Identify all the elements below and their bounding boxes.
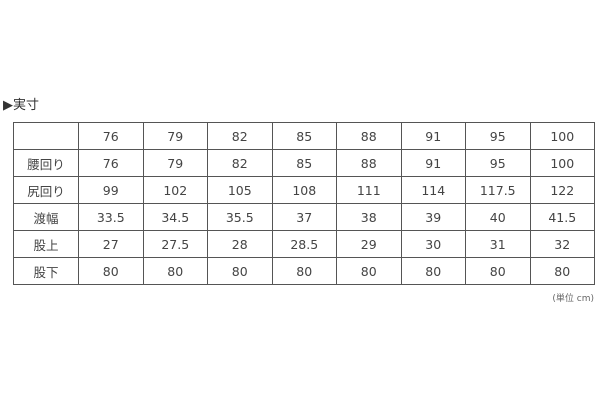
- table-row: 渡幅 33.5 34.5 35.5 37 38 39 40 41.5: [13, 203, 595, 231]
- row-label: 股下: [13, 257, 79, 285]
- table-cell: 35.5: [207, 203, 273, 231]
- table-cell: 80: [78, 257, 144, 285]
- row-label: 渡幅: [13, 203, 79, 231]
- table-cell: 122: [529, 176, 595, 204]
- row-label: [13, 122, 79, 150]
- table-cell: 82: [207, 122, 273, 150]
- table-cell: 80: [271, 257, 337, 285]
- table-cell: 30: [400, 230, 466, 258]
- table-cell: 76: [78, 122, 144, 150]
- table-cell: 85: [271, 149, 337, 177]
- table-cell: 29: [336, 230, 402, 258]
- table-cell: 34.5: [142, 203, 208, 231]
- table-row: 腰回り 76 79 82 85 88 91 95 100: [13, 149, 595, 177]
- table-cell: 80: [465, 257, 531, 285]
- table-cell: 40: [465, 203, 531, 231]
- table-cell: 37: [271, 203, 337, 231]
- table-cell: 38: [336, 203, 402, 231]
- table-cell: 108: [271, 176, 337, 204]
- table-cell: 95: [465, 149, 531, 177]
- table-cell: 27.5: [142, 230, 208, 258]
- table-row: 股上 27 27.5 28 28.5 29 30 31 32: [13, 230, 595, 258]
- table-cell: 79: [142, 122, 208, 150]
- table-cell: 91: [400, 149, 466, 177]
- table-cell: 28: [207, 230, 273, 258]
- table-cell: 41.5: [529, 203, 595, 231]
- table-cell: 82: [207, 149, 273, 177]
- row-label: 尻回り: [13, 176, 79, 204]
- table-cell: 39: [400, 203, 466, 231]
- table-row: 股下 80 80 80 80 80 80 80 80: [13, 257, 595, 285]
- table-cell: 76: [78, 149, 144, 177]
- size-table: 76 79 82 85 88 91 95 100 腰回り 76 79 82 85 88 91 95 100 尻回り…: [13, 122, 595, 285]
- table-cell: 31: [465, 230, 531, 258]
- table-cell: 80: [142, 257, 208, 285]
- table-cell: 105: [207, 176, 273, 204]
- table-cell: 111: [336, 176, 402, 204]
- table-cell: 32: [529, 230, 595, 258]
- table-row: 尻回り 99 102 105 108 111 114 117.5 122: [13, 176, 595, 204]
- table-cell: 80: [336, 257, 402, 285]
- table-cell: 95: [465, 122, 531, 150]
- table-cell: 28.5: [271, 230, 337, 258]
- row-label: 股上: [13, 230, 79, 258]
- table-cell: 100: [529, 122, 595, 150]
- table-cell: 88: [336, 122, 402, 150]
- table-cell: 33.5: [78, 203, 144, 231]
- table-cell: 100: [529, 149, 595, 177]
- table-cell: 99: [78, 176, 144, 204]
- section-title: ▶実寸: [3, 98, 39, 113]
- table-cell: 80: [529, 257, 595, 285]
- table-cell: 114: [400, 176, 466, 204]
- unit-note: (単位 cm): [552, 294, 594, 304]
- table-cell: 80: [207, 257, 273, 285]
- table-cell: 117.5: [465, 176, 531, 204]
- table-cell: 80: [400, 257, 466, 285]
- table-cell: 79: [142, 149, 208, 177]
- table-cell: 85: [271, 122, 337, 150]
- table-cell: 88: [336, 149, 402, 177]
- table-cell: 27: [78, 230, 144, 258]
- table-cell: 102: [142, 176, 208, 204]
- header-row: 76 79 82 85 88 91 95 100: [13, 122, 595, 150]
- table-cell: 91: [400, 122, 466, 150]
- row-label: 腰回り: [13, 149, 79, 177]
